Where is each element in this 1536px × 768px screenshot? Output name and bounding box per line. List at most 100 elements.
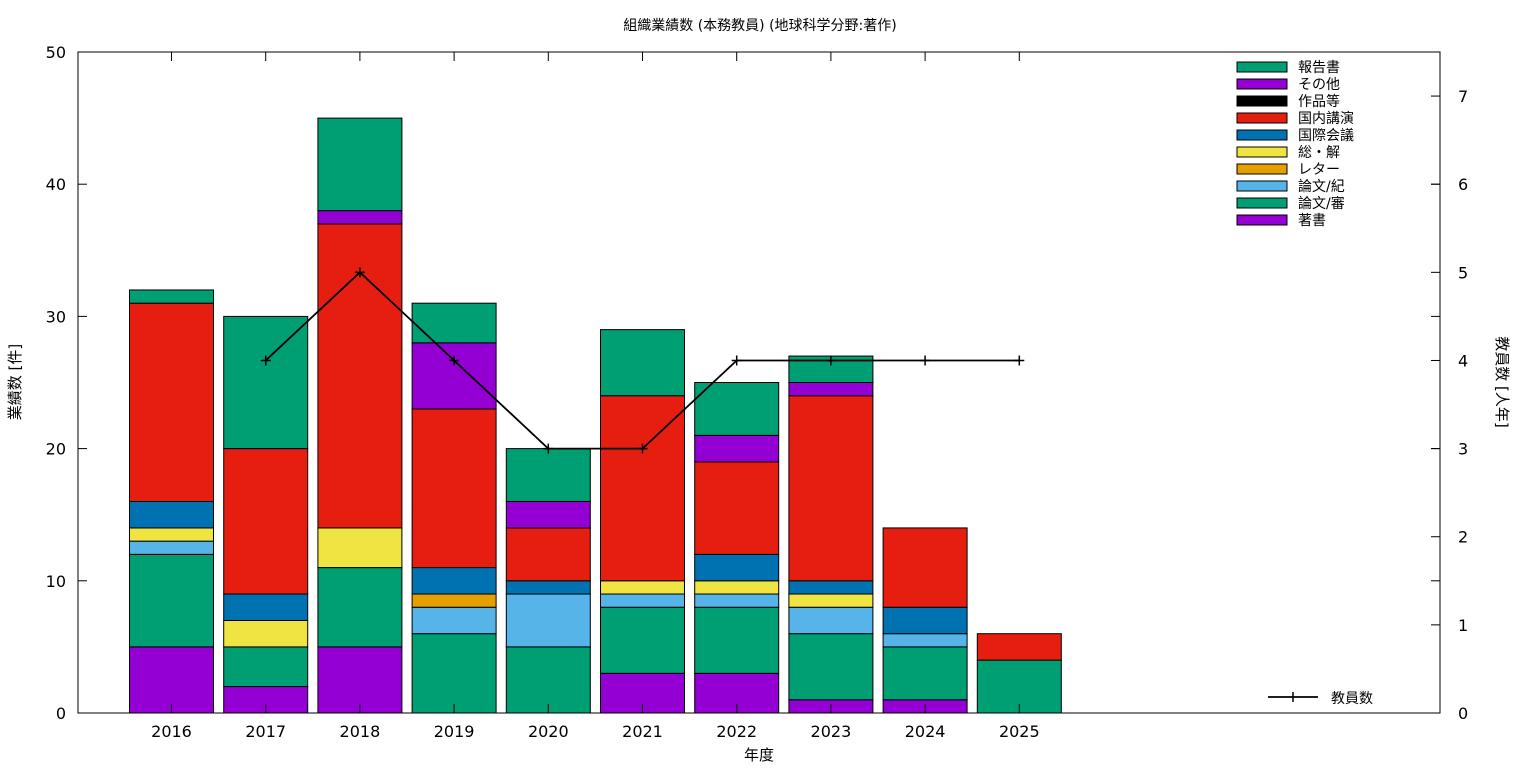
bar-segment-2020-8 bbox=[505, 500, 591, 529]
y-tick-label: 0 bbox=[56, 704, 66, 723]
bar-segment-2016-4 bbox=[129, 527, 214, 542]
line-point-marker bbox=[637, 443, 648, 454]
y2-tick-label: 0 bbox=[1458, 704, 1468, 723]
legend-label: 著書 bbox=[1298, 213, 1326, 229]
bar-segment-2016-9 bbox=[129, 289, 214, 304]
x-tick-label: 2019 bbox=[434, 722, 475, 741]
bar-segment-2019-9 bbox=[411, 302, 497, 344]
line-point-marker bbox=[1014, 355, 1025, 366]
x-tick-label: 2025 bbox=[999, 722, 1040, 741]
legend-label: 論文/紀 bbox=[1298, 179, 1345, 195]
bar-segment-2024-6 bbox=[882, 527, 968, 608]
bar-segment-2021-6 bbox=[600, 395, 685, 582]
bar-segment-2021-1 bbox=[600, 606, 685, 674]
x-tick-label: 2017 bbox=[245, 722, 286, 741]
bar-segment-2023-2 bbox=[788, 606, 874, 635]
line-point-marker bbox=[825, 355, 836, 366]
line-point-marker bbox=[354, 267, 365, 278]
bar-segment-2020-6 bbox=[505, 527, 591, 582]
bar-segment-2019-8 bbox=[411, 342, 497, 410]
bar-segment-2016-6 bbox=[129, 302, 214, 502]
line-legend-label: 教員数 bbox=[1331, 691, 1373, 707]
bar-segment-2023-1 bbox=[788, 633, 874, 701]
bar-segment-2018-1 bbox=[317, 567, 403, 648]
bar-segment-2022-5 bbox=[694, 553, 780, 582]
line-point-marker bbox=[731, 355, 742, 366]
x-tick-label: 2023 bbox=[811, 722, 852, 741]
line-legend: 教員数 bbox=[1268, 691, 1373, 707]
bars-group bbox=[129, 117, 1062, 714]
bar-segment-2018-4 bbox=[317, 527, 403, 569]
bar-segment-2021-2 bbox=[600, 593, 685, 608]
y-tick-label: 30 bbox=[46, 307, 66, 326]
y-tick-label: 40 bbox=[46, 175, 66, 194]
legend-swatch bbox=[1236, 78, 1288, 90]
legend-label: 国際会議 bbox=[1298, 127, 1354, 144]
bar-segment-2025-6 bbox=[976, 633, 1062, 661]
line-point-marker bbox=[260, 355, 271, 366]
y2-tick-label: 3 bbox=[1458, 440, 1468, 459]
bar-segment-2017-6 bbox=[223, 448, 309, 595]
y2-tick-label: 6 bbox=[1458, 175, 1468, 194]
chart-title: 組織業績数 (本務教員) (地球科学分野:著作) bbox=[623, 18, 896, 34]
x-tick-label: 2020 bbox=[528, 722, 569, 741]
y2-tick-label: 5 bbox=[1458, 263, 1468, 282]
x-tick-label: 2021 bbox=[622, 722, 663, 741]
x-axis-title: 年度 bbox=[744, 746, 774, 764]
legend-swatch bbox=[1236, 180, 1288, 192]
bar-segment-2020-1 bbox=[505, 646, 591, 714]
bar-segment-2019-5 bbox=[411, 567, 497, 595]
legend-label: その他 bbox=[1298, 77, 1340, 93]
bar-segment-2017-1 bbox=[223, 646, 309, 688]
y2-axis: 0 1 2 3 4 5 6 7 bbox=[1431, 87, 1468, 723]
legend-swatch bbox=[1236, 214, 1288, 226]
bar-segment-2023-8 bbox=[788, 382, 874, 397]
bar-segment-2022-6 bbox=[694, 461, 780, 555]
legend-label: 国内講演 bbox=[1298, 111, 1354, 127]
legend-swatch bbox=[1236, 112, 1288, 124]
bar-segment-2023-5 bbox=[788, 580, 874, 595]
y2-tick-label: 4 bbox=[1458, 351, 1468, 370]
bar-segment-2021-9 bbox=[600, 329, 685, 397]
y2-tick-label: 1 bbox=[1458, 616, 1468, 635]
y2-tick-label: 2 bbox=[1458, 528, 1468, 547]
bar-segment-2022-1 bbox=[694, 606, 780, 674]
line-series-group bbox=[260, 267, 1025, 454]
legend-swatch bbox=[1236, 129, 1288, 141]
x-axis: 2016 2017 2018 2019 2020 2021 2022 2023 2024 2025 bbox=[151, 52, 1040, 741]
bar-segment-2016-0 bbox=[129, 646, 214, 714]
bar-segment-2016-5 bbox=[129, 500, 214, 529]
legend-swatch bbox=[1236, 163, 1288, 175]
bar-segment-2020-5 bbox=[505, 580, 591, 595]
bar-segment-2023-6 bbox=[788, 395, 874, 582]
y-tick-label: 50 bbox=[46, 43, 66, 62]
bar-segment-2024-2 bbox=[882, 633, 968, 648]
bar-segment-2022-8 bbox=[694, 434, 780, 463]
legend-swatch bbox=[1236, 61, 1288, 73]
bar-segment-2017-5 bbox=[223, 593, 309, 621]
legend-label: 総・解 bbox=[1298, 145, 1340, 161]
bar-segment-2023-4 bbox=[788, 593, 874, 608]
bar-segment-2018-8 bbox=[317, 210, 403, 225]
legend-swatch bbox=[1236, 146, 1288, 158]
x-tick-label: 2016 bbox=[151, 722, 192, 741]
plot-frame bbox=[77, 51, 1441, 714]
bar-segment-2020-2 bbox=[505, 593, 591, 648]
y-axis-title: 業績数 [件] bbox=[6, 344, 24, 420]
bar-segment-2020-9 bbox=[505, 448, 591, 502]
bar-segment-2016-2 bbox=[129, 540, 214, 555]
y2-axis-title: 教員数 [人年] bbox=[1493, 336, 1511, 427]
bar-segment-2017-9 bbox=[223, 315, 309, 450]
bar-segment-2022-2 bbox=[694, 593, 780, 608]
bar-segment-2022-4 bbox=[694, 580, 780, 595]
bar-segment-2017-4 bbox=[223, 619, 309, 648]
line-point-marker bbox=[543, 443, 554, 454]
y-tick-label: 20 bbox=[46, 440, 66, 459]
bar-segment-2019-1 bbox=[411, 633, 497, 714]
x-tick-label: 2024 bbox=[905, 722, 946, 741]
legend-label: 報告書 bbox=[1298, 60, 1340, 76]
bar-segment-2018-0 bbox=[317, 646, 403, 714]
bar-segment-2019-2 bbox=[411, 606, 497, 635]
